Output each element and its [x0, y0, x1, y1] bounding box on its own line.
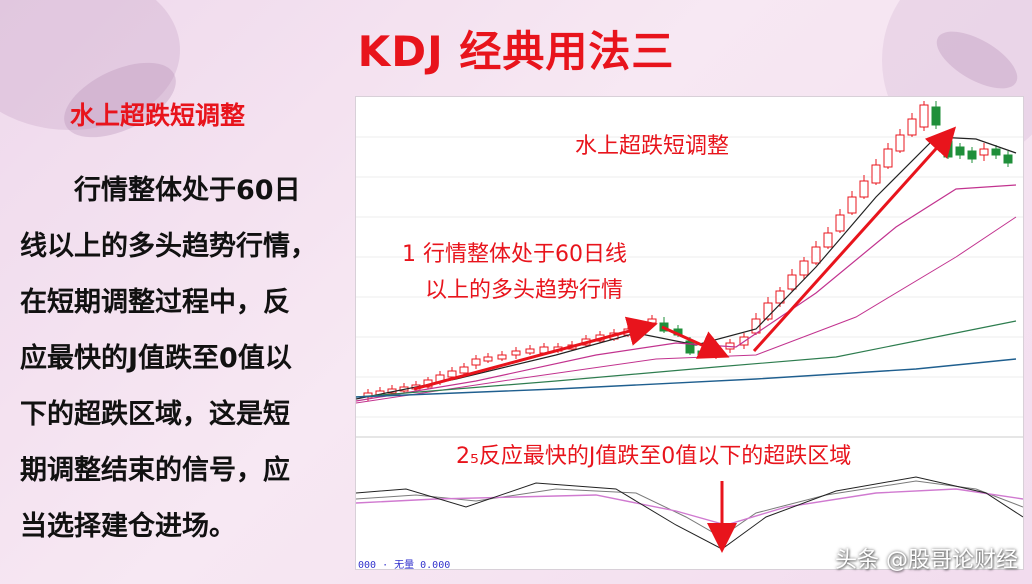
candle-body	[787, 274, 797, 290]
candle-body	[511, 350, 521, 356]
annotation-top: 水上超跌短调整	[575, 134, 730, 159]
k-line	[356, 480, 1023, 538]
candle-body	[525, 348, 535, 354]
pullback-arrow	[661, 325, 730, 359]
body-line: 行情整体处于60日	[74, 175, 301, 206]
candle-body	[943, 140, 953, 158]
candle-body	[811, 246, 821, 264]
candle-body	[883, 148, 893, 168]
body-line: 当选择建仓进场。	[20, 511, 236, 542]
candle-body	[967, 150, 977, 160]
candle-body	[763, 302, 773, 320]
candle-body	[955, 146, 965, 156]
candle-body	[931, 106, 941, 126]
candle-body	[895, 134, 905, 152]
candle-body	[697, 350, 707, 356]
candle-body	[835, 214, 845, 232]
candle-body	[775, 290, 785, 304]
candle-body	[823, 232, 833, 248]
body-line: 线以上的多头趋势行情，	[20, 231, 317, 262]
explanation-text: 行情整体处于60日 线以上的多头趋势行情， 在短期调整过程中，反 应最快的J值跌…	[20, 163, 365, 555]
d-line	[356, 488, 1023, 526]
candle-body	[483, 356, 493, 362]
annotation-1-line2: 以上的多头趋势行情	[425, 278, 624, 303]
ma-60-line	[356, 358, 1017, 398]
chart-canvas	[356, 101, 1023, 553]
candle-body	[847, 196, 857, 214]
watermark: 头条 @股哥论财经	[835, 548, 1018, 573]
body-line: 应最快的J值跌至0值以	[20, 343, 292, 374]
ma-mid-line	[356, 184, 1017, 402]
annotation-2: 2₅反应最快的J值跌至0值以下的超跌区域	[456, 444, 852, 469]
candle-body	[471, 358, 481, 366]
kdj-stock-chart	[355, 96, 1024, 570]
candle-body	[859, 180, 869, 198]
candle-body	[871, 164, 881, 184]
j-line	[356, 476, 1023, 550]
body-line: 下的超跌区域，这是短	[20, 399, 290, 430]
body-line: 在短期调整过程中，反	[20, 287, 290, 318]
trend-arrow-2	[752, 126, 957, 353]
candle-body	[919, 104, 929, 128]
candle-body	[1003, 154, 1013, 164]
candle-body	[979, 148, 989, 156]
ma-short-line	[356, 136, 1017, 400]
page-title: KDJ 经典用法三	[357, 27, 675, 76]
candle-body	[447, 370, 457, 378]
trend-arrow-1	[413, 316, 658, 391]
ma-mid2-line	[356, 216, 1017, 404]
body-line: 期调整结束的信号，应	[20, 455, 290, 486]
candle-body	[799, 260, 809, 276]
ma-long-line	[356, 320, 1017, 398]
section-subtitle: 水上超跌短调整	[70, 101, 246, 130]
candle-body	[907, 118, 917, 136]
candle-body	[497, 354, 507, 360]
annotation-1-line1: 1 行情整体处于60日线	[402, 242, 627, 267]
candle-body	[459, 366, 469, 374]
candle-body	[647, 318, 657, 324]
candle-body	[991, 148, 1001, 156]
chart-status-bar: 000 · 无量 0.000	[358, 560, 451, 571]
